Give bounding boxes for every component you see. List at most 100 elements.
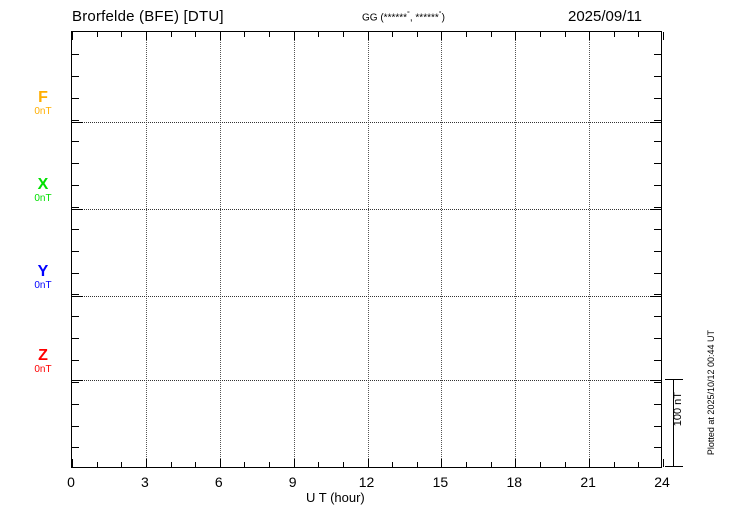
vertical-gridline-18h (515, 32, 517, 467)
component-label-z: Z 0nT (22, 348, 64, 376)
tick-t-16h (466, 32, 467, 37)
tick-b-11h (342, 462, 344, 467)
tick-l-minor (72, 97, 79, 99)
tick-r-minor (654, 403, 661, 405)
tick-t-23h (638, 32, 640, 37)
component-label-x: X 0nT (22, 175, 64, 205)
tick-l-minor (72, 359, 79, 361)
tick-t-6h (219, 32, 221, 40)
tick-t-21h (589, 32, 591, 40)
tick-b-19h (539, 462, 541, 467)
tick-b-5h (195, 462, 197, 467)
coords-separator: , (409, 12, 416, 24)
tick-l-minor (72, 425, 79, 427)
tick-b-21h (589, 459, 591, 467)
tick-t-13h (392, 32, 394, 37)
tick-l-minor (72, 185, 79, 187)
component-baseline-value-y: 0nT (34, 280, 52, 292)
tick-l-minor (72, 163, 79, 165)
baseline-Z (72, 380, 661, 382)
tick-r-minor (654, 163, 661, 165)
tick-t-11h (342, 32, 344, 37)
vertical-gridline-9h (293, 32, 295, 467)
tick-r-minor (654, 294, 661, 296)
tick-b-17h (490, 462, 492, 467)
x-tick-label-0: 0 (67, 474, 75, 490)
tick-l-minor (72, 447, 79, 449)
component-label-y: Y 0nT (22, 264, 64, 292)
scale-bar-label: 100 nT (672, 392, 684, 427)
tick-t-8h (269, 32, 270, 37)
tick-b-1h (96, 462, 98, 467)
tick-r-minor (654, 425, 661, 427)
tick-r-minor (654, 185, 661, 187)
baseline-F (72, 122, 661, 124)
tick-b-15h (441, 459, 443, 467)
tick-t-3h (145, 32, 147, 40)
tick-b-13h (392, 462, 394, 467)
tick-t-24h (663, 32, 664, 40)
degree-symbol-lat: ° (407, 11, 410, 18)
component-baseline-value-x: 0nT (34, 192, 52, 204)
vertical-gridline-21h (589, 32, 591, 467)
component-letter-x: X (37, 175, 49, 193)
tick-l-minor (72, 272, 79, 274)
tick-t-15h (441, 32, 443, 40)
station-title: Brorfelde (BFE) [DTU] (72, 8, 224, 25)
tick-b-23h (638, 462, 640, 467)
component-letter-f: F (38, 89, 48, 107)
tick-l-minor (72, 141, 79, 143)
tick-b-4h (170, 462, 172, 467)
tick-r-major-X (650, 209, 661, 210)
tick-r-minor (654, 228, 661, 230)
tick-b-2h (121, 462, 123, 467)
x-axis-title: U T (hour) (306, 490, 365, 505)
tick-r-minor (654, 381, 661, 383)
tick-b-22h (613, 462, 615, 467)
tick-b-9h (293, 459, 295, 467)
vertical-gridline-3h (145, 32, 147, 467)
tick-b-7h (244, 462, 246, 467)
tick-t-7h (244, 32, 246, 37)
tick-b-16h (466, 462, 467, 467)
component-baseline-value-z: 0nT (34, 364, 52, 376)
tick-b-6h (219, 459, 221, 467)
geographic-coordinates: GG (******°, ******°) (362, 11, 445, 23)
tick-t-5h (195, 32, 197, 37)
tick-l-major-F (72, 122, 83, 123)
tick-l-minor (72, 228, 79, 230)
tick-l-minor (72, 316, 79, 318)
plotted-timestamp: Plotted at 2025/10/12 00:44 UT (706, 330, 716, 456)
tick-t-22h (613, 32, 615, 37)
tick-l-minor (72, 250, 79, 252)
observation-date: 2025/09/11 (568, 8, 642, 25)
tick-r-minor (654, 54, 661, 55)
tick-r-minor (654, 338, 661, 340)
tick-t-4h (170, 32, 172, 37)
coords-longitude: ****** (415, 12, 439, 24)
tick-b-14h (416, 462, 418, 467)
baseline-X (72, 208, 661, 210)
tick-l-minor (72, 294, 79, 296)
coords-latitude: ****** (383, 12, 408, 24)
tick-t-14h (416, 32, 418, 37)
x-tick-label-9: 9 (288, 474, 297, 490)
tick-l-minor (72, 403, 79, 405)
x-tick-label-12: 12 (358, 474, 375, 490)
tick-l-minor (72, 381, 79, 383)
tick-t-12h (367, 32, 369, 40)
tick-t-1h (96, 32, 98, 37)
tick-l-minor (72, 54, 79, 55)
tick-r-major-Z (650, 380, 661, 382)
tick-t-17h (490, 32, 492, 37)
tick-b-8h (269, 462, 270, 467)
tick-l-minor (72, 119, 79, 121)
tick-b-12h (367, 459, 369, 467)
magnetogram-plot-area (71, 31, 664, 468)
tick-r-minor (654, 316, 661, 318)
component-label-f: F 0nT (22, 90, 64, 118)
tick-l-minor (72, 206, 79, 208)
coords-prefix: GG ( (362, 12, 384, 24)
tick-l-minor (72, 75, 79, 77)
